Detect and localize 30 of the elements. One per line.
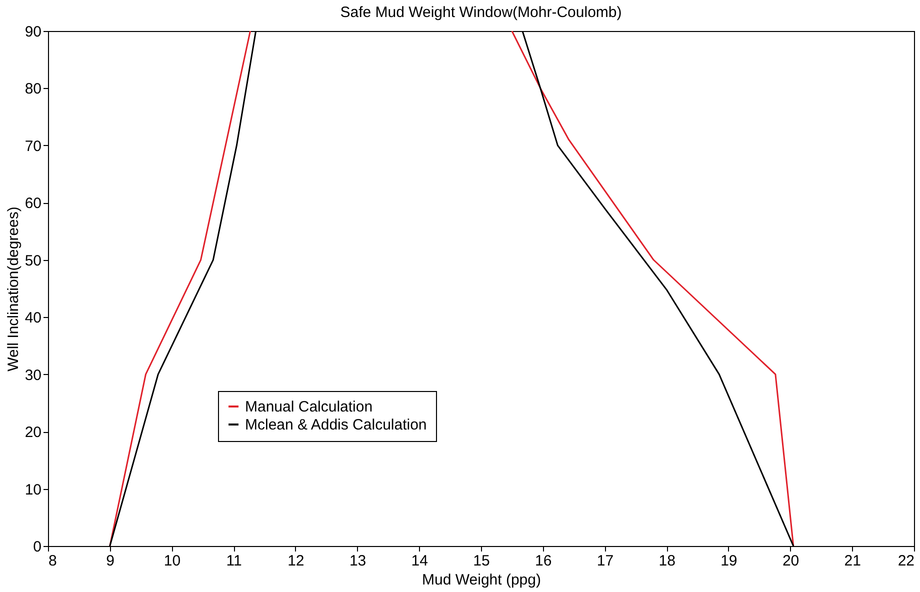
- y-tick-label: 0: [33, 538, 42, 556]
- legend-label: Mclean & Addis Calculation: [245, 416, 427, 434]
- x-tick-label: 15: [473, 552, 490, 570]
- x-tick-label: 14: [411, 552, 428, 570]
- x-axis-title: Mud Weight (ppg): [422, 572, 541, 588]
- x-tick-label: 20: [782, 552, 800, 570]
- y-tick-label: 90: [24, 24, 42, 40]
- y-tick-label: 40: [24, 310, 42, 327]
- x-tick-label: 17: [596, 552, 614, 570]
- x-tick-label: 13: [349, 552, 366, 570]
- y-tick-label: 50: [24, 252, 42, 270]
- x-tick-label: 16: [535, 552, 552, 570]
- x-tick-label: 8: [48, 552, 57, 570]
- y-tick-label: 80: [24, 80, 42, 98]
- y-axis-title: Well Inclination(degrees): [4, 206, 22, 372]
- x-tick-label: 22: [898, 552, 914, 570]
- x-tick-label: 11: [226, 552, 242, 570]
- x-tick-label: 19: [720, 552, 738, 570]
- x-tick-label: 18: [658, 552, 676, 570]
- x-tick-label: 12: [288, 552, 304, 570]
- y-tick-label: 10: [24, 481, 42, 498]
- y-tick-label: 20: [24, 424, 42, 442]
- x-tick-label: 10: [164, 552, 181, 570]
- y-tick-label: 60: [24, 195, 42, 212]
- x-tick-label: 9: [106, 552, 115, 570]
- x-tick-label: 21: [844, 552, 861, 570]
- y-tick-label: 30: [24, 366, 42, 384]
- legend-label: Manual Calculation: [245, 398, 373, 416]
- chart-title: Safe Mud Weight Window(Mohr-Coulomb): [340, 4, 622, 21]
- y-tick-label: 70: [24, 138, 42, 155]
